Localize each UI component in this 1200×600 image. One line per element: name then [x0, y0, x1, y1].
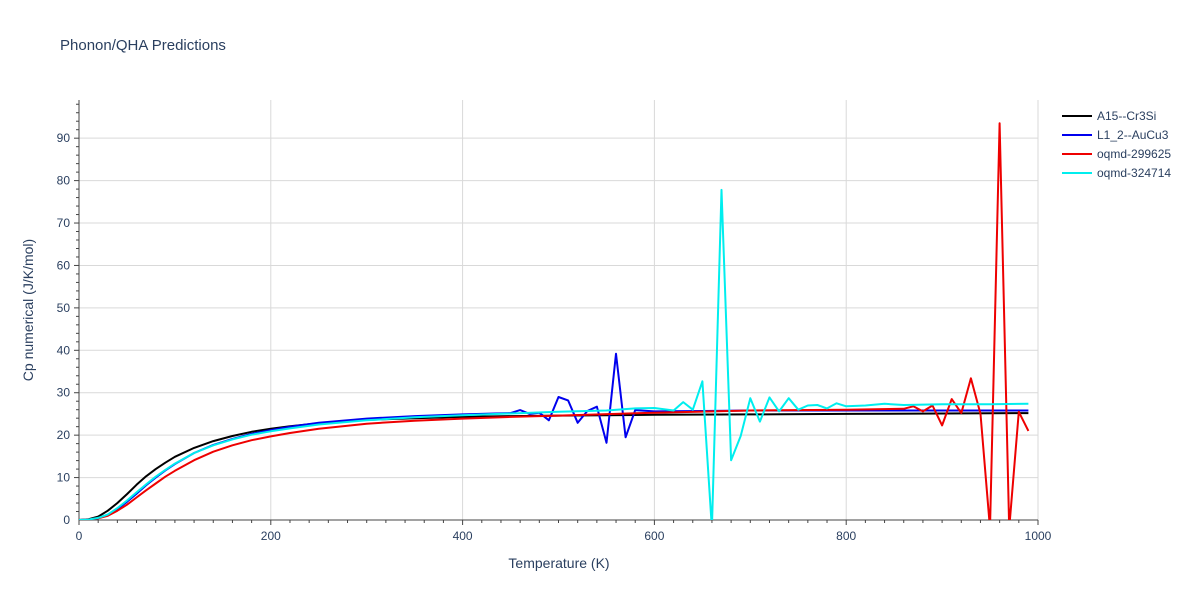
y-tick-label: 0: [63, 513, 70, 527]
y-tick-label: 40: [57, 343, 71, 357]
legend[interactable]: A15--Cr3Si L1_2--AuCu3 oqmd-299625 oqmd-324…: [1062, 109, 1171, 180]
x-axis-title: Temperature (K): [508, 555, 609, 571]
y-tick-label: 50: [57, 301, 71, 315]
x-tick-label: 200: [261, 529, 281, 543]
x-tick-label: 0: [76, 529, 83, 543]
legend-label: oqmd-299625: [1097, 147, 1171, 161]
legend-item[interactable]: L1_2--AuCu3: [1062, 128, 1169, 142]
y-tick-label: 60: [57, 258, 71, 272]
y-tick-label: 80: [57, 174, 71, 188]
legend-item[interactable]: A15--Cr3Si: [1062, 109, 1156, 123]
chart-title: Phonon/QHA Predictions: [60, 37, 226, 54]
legend-label: A15--Cr3Si: [1097, 109, 1156, 123]
y-tick-label: 30: [57, 386, 71, 400]
y-tick-label: 70: [57, 216, 71, 230]
legend-label: oqmd-324714: [1097, 166, 1171, 180]
x-tick-label: 800: [836, 529, 856, 543]
axes: 0 200 400 600 800 1000 0 10 20 30 40 50 60 70 80 90: [57, 100, 1052, 543]
series-line-A15--Cr3Si: [79, 412, 1029, 520]
grid: [79, 100, 1039, 520]
x-tick-label: 1000: [1025, 529, 1052, 543]
series-line-oqmd-324714: [79, 188, 1029, 520]
x-tick-label: 400: [453, 529, 473, 543]
legend-item[interactable]: oqmd-324714: [1062, 166, 1171, 180]
y-axis-title: Cp numerical (J/K/mol): [20, 239, 36, 381]
legend-label: L1_2--AuCu3: [1097, 128, 1169, 142]
y-tick-label: 10: [57, 471, 71, 485]
y-tick-label: 20: [57, 428, 71, 442]
series-line-oqmd-299625: [79, 122, 1030, 520]
series-line-L1_2--AuCu3: [79, 352, 1029, 520]
plot-area: [79, 122, 1030, 520]
legend-item[interactable]: oqmd-299625: [1062, 147, 1171, 161]
y-tick-label: 90: [57, 131, 71, 145]
x-tick-label: 600: [644, 529, 664, 543]
